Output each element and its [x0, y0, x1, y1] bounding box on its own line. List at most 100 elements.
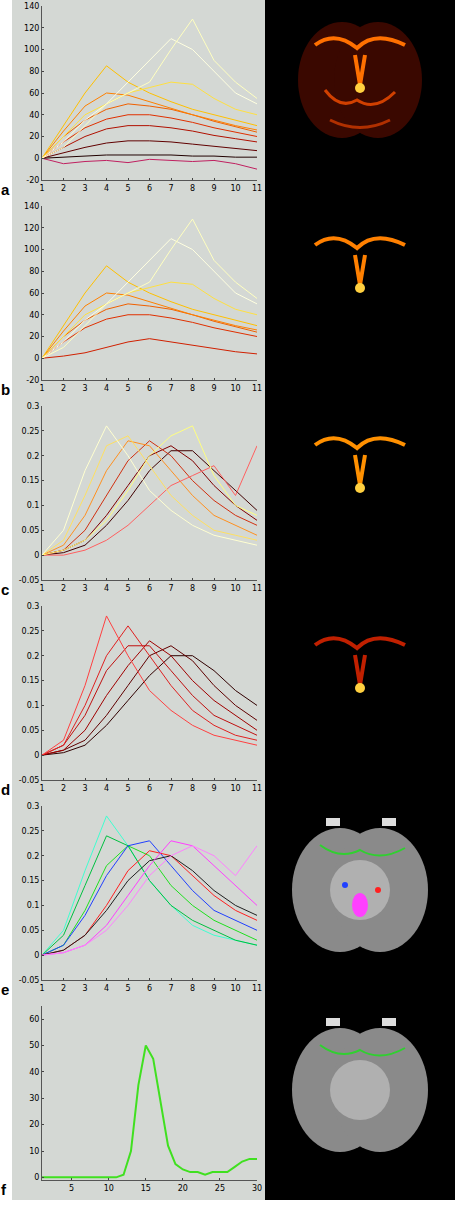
svg-text:0.15: 0.15 [22, 876, 40, 885]
svg-text:4: 4 [104, 184, 109, 193]
svg-text:7: 7 [168, 184, 173, 193]
svg-text:40: 40 [29, 311, 39, 320]
svg-text:9: 9 [211, 184, 216, 193]
svg-text:-0.05: -0.05 [19, 776, 40, 785]
svg-text:8: 8 [190, 784, 195, 793]
svg-text:3: 3 [82, 184, 87, 193]
svg-text:0.25: 0.25 [22, 627, 40, 636]
svg-text:0.2: 0.2 [27, 852, 40, 861]
svg-text:30: 30 [252, 1184, 262, 1193]
svg-text:15: 15 [141, 1184, 151, 1193]
svg-text:0.3: 0.3 [27, 402, 40, 411]
svg-text:10: 10 [29, 1147, 39, 1156]
svg-text:5: 5 [125, 584, 130, 593]
svg-text:0: 0 [34, 951, 39, 960]
svg-text:6: 6 [147, 984, 152, 993]
svg-text:5: 5 [125, 984, 130, 993]
svg-text:11: 11 [252, 384, 262, 393]
svg-text:3: 3 [82, 584, 87, 593]
svg-text:0.15: 0.15 [22, 676, 40, 685]
svg-text:0: 0 [34, 551, 39, 560]
svg-text:30: 30 [29, 1094, 39, 1103]
svg-text:6: 6 [147, 384, 152, 393]
svg-text:5: 5 [125, 384, 130, 393]
svg-text:120: 120 [24, 24, 39, 33]
svg-text:0.3: 0.3 [27, 602, 40, 611]
svg-text:0.1: 0.1 [27, 901, 40, 910]
svg-text:20: 20 [29, 332, 39, 341]
svg-text:0.05: 0.05 [22, 726, 40, 735]
svg-text:0: 0 [34, 154, 39, 163]
svg-text:0.1: 0.1 [27, 701, 40, 710]
svg-text:4: 4 [104, 584, 109, 593]
svg-text:20: 20 [178, 1184, 188, 1193]
svg-text:6: 6 [147, 584, 152, 593]
svg-text:0.1: 0.1 [27, 501, 40, 510]
svg-text:0: 0 [34, 354, 39, 363]
svg-text:4: 4 [104, 784, 109, 793]
svg-text:1: 1 [39, 584, 44, 593]
svg-text:100: 100 [24, 245, 39, 254]
svg-text:4: 4 [104, 384, 109, 393]
svg-text:0.2: 0.2 [27, 652, 40, 661]
svg-text:8: 8 [190, 984, 195, 993]
svg-text:2: 2 [61, 384, 66, 393]
svg-text:7: 7 [168, 784, 173, 793]
svg-text:8: 8 [190, 584, 195, 593]
svg-text:60: 60 [29, 289, 39, 298]
svg-text:5: 5 [69, 1184, 74, 1193]
svg-text:0: 0 [34, 751, 39, 760]
svg-text:0.25: 0.25 [22, 827, 40, 836]
svg-text:100: 100 [24, 45, 39, 54]
svg-text:0.05: 0.05 [22, 526, 40, 535]
svg-text:-0.05: -0.05 [19, 576, 40, 585]
svg-text:6: 6 [147, 184, 152, 193]
svg-text:2: 2 [61, 784, 66, 793]
svg-text:0.3: 0.3 [27, 802, 40, 811]
svg-text:0: 0 [34, 1173, 39, 1182]
svg-text:60: 60 [29, 1015, 39, 1024]
svg-text:10: 10 [230, 784, 240, 793]
svg-text:5: 5 [125, 184, 130, 193]
svg-text:7: 7 [168, 384, 173, 393]
svg-text:0.05: 0.05 [22, 926, 40, 935]
svg-text:10: 10 [230, 384, 240, 393]
svg-text:1: 1 [39, 384, 44, 393]
svg-text:-0.05: -0.05 [19, 976, 40, 985]
svg-text:10: 10 [230, 184, 240, 193]
svg-text:8: 8 [190, 384, 195, 393]
svg-text:60: 60 [29, 89, 39, 98]
svg-text:140: 140 [24, 202, 39, 211]
svg-text:11: 11 [252, 984, 262, 993]
svg-text:7: 7 [168, 584, 173, 593]
svg-text:140: 140 [24, 2, 39, 11]
svg-text:1: 1 [39, 984, 44, 993]
svg-text:10: 10 [230, 584, 240, 593]
svg-text:5: 5 [125, 784, 130, 793]
svg-text:80: 80 [29, 267, 39, 276]
svg-text:40: 40 [29, 111, 39, 120]
svg-text:2: 2 [61, 184, 66, 193]
svg-text:1: 1 [39, 184, 44, 193]
svg-text:80: 80 [29, 67, 39, 76]
svg-text:8: 8 [190, 184, 195, 193]
svg-text:-20: -20 [26, 176, 39, 185]
svg-text:9: 9 [211, 984, 216, 993]
svg-text:1: 1 [39, 784, 44, 793]
svg-text:3: 3 [82, 984, 87, 993]
svg-text:0.15: 0.15 [22, 476, 40, 485]
svg-text:11: 11 [252, 784, 262, 793]
svg-text:11: 11 [252, 184, 262, 193]
svg-text:4: 4 [104, 984, 109, 993]
svg-text:20: 20 [29, 1120, 39, 1129]
svg-text:10: 10 [230, 984, 240, 993]
svg-text:9: 9 [211, 784, 216, 793]
svg-text:9: 9 [211, 384, 216, 393]
svg-text:10: 10 [104, 1184, 114, 1193]
svg-text:0.2: 0.2 [27, 452, 40, 461]
svg-text:11: 11 [252, 584, 262, 593]
svg-text:6: 6 [147, 784, 152, 793]
svg-text:3: 3 [82, 384, 87, 393]
svg-text:7: 7 [168, 984, 173, 993]
svg-text:-20: -20 [26, 376, 39, 385]
